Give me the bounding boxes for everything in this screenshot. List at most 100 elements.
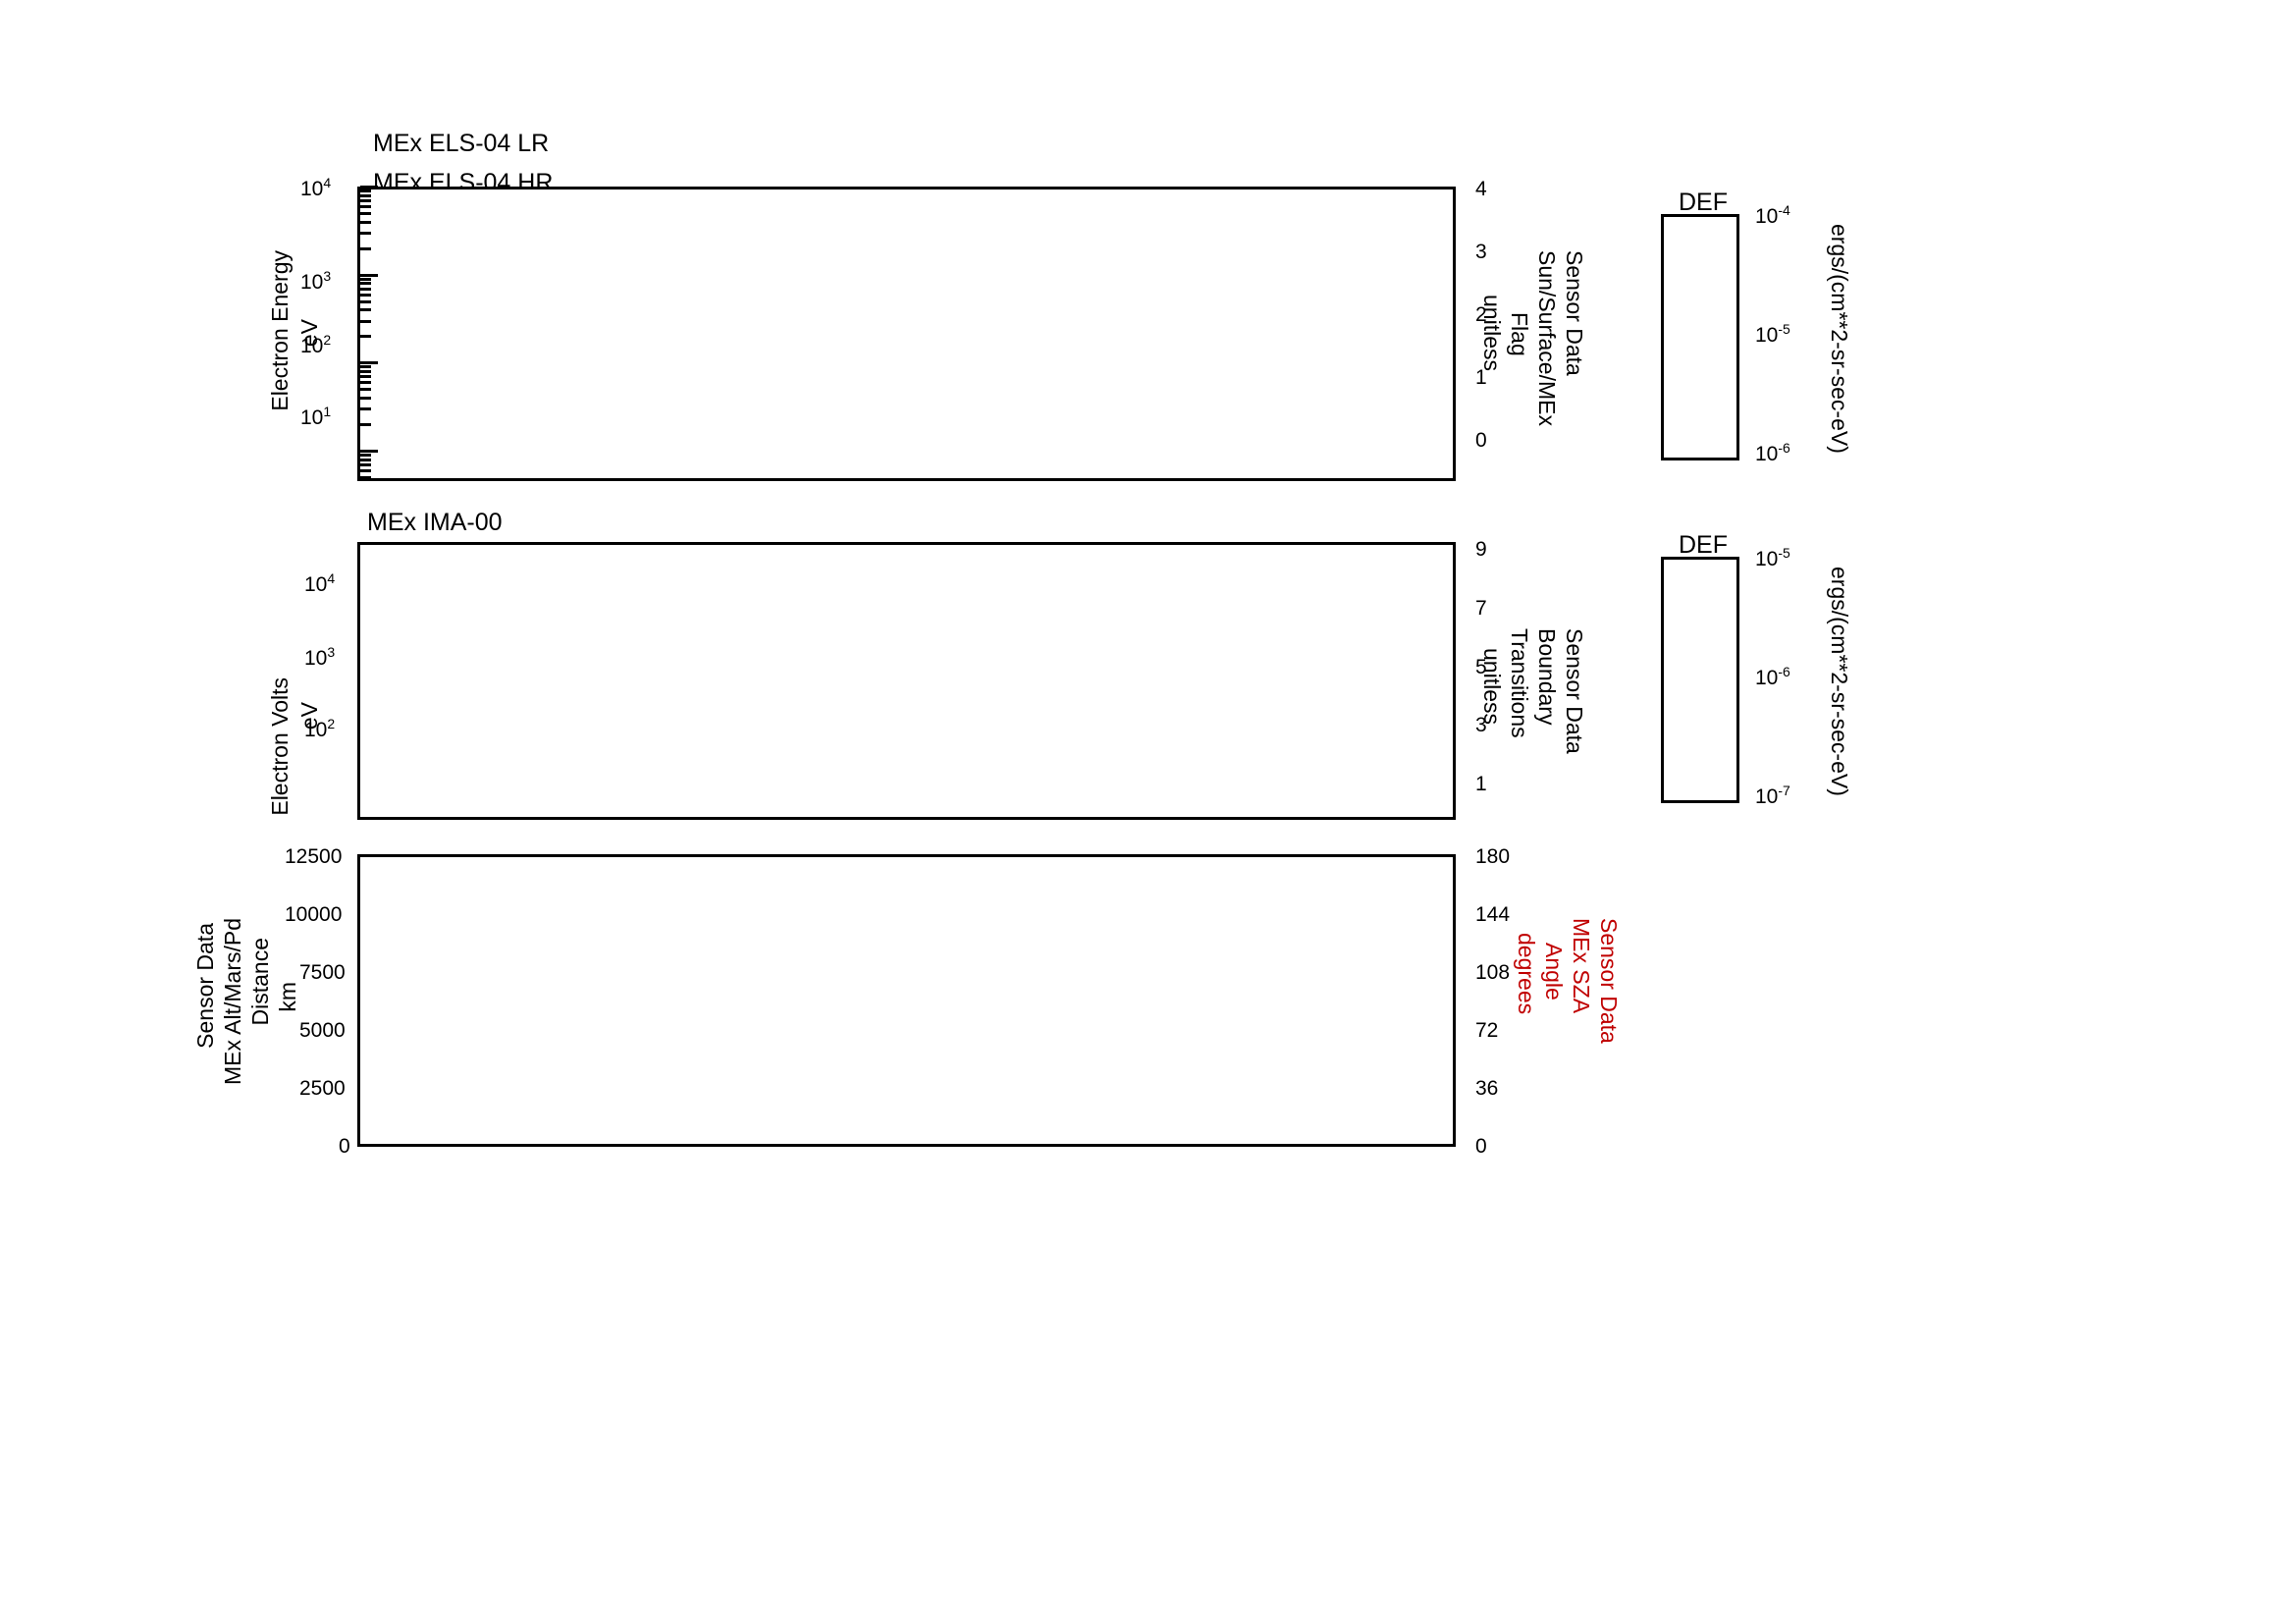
panel3-ytick-7500: 7500 [299,961,346,984]
axis-tick [360,308,371,311]
panel3-right-axis-label-line1: Sensor Data [1596,918,1622,1044]
panel3-rtick-108: 108 [1475,961,1511,984]
colorbar2-tickmarks [1736,557,1737,797]
colorbar2 [1661,557,1739,803]
colorbar1-units: ergs/(cm**2-sr-sec-eV) [1827,224,1852,454]
panel2-rtick-5: 5 [1475,656,1487,678]
colorbar2-tick-bot: 10-7 [1755,783,1790,808]
axis-tick [360,454,371,457]
panel1-plot-area[interactable] [357,187,1456,481]
panel2-rtick-7: 7 [1475,597,1487,620]
panel2-left-axis-label-line1: Electron Volts [267,677,293,816]
panel1-right-axis-label-line1: Sensor Data [1562,250,1587,376]
axis-tick [360,335,371,338]
panel2-title: MEx IMA-00 [367,509,503,536]
panel2-right-axis-label-line1: Sensor Data [1562,628,1587,754]
panel2-left-tickmarks [357,542,358,820]
panel3-ytick-0: 0 [339,1135,350,1158]
panel2-ytick-1e4: 104 [304,570,336,596]
axis-tick [360,407,371,410]
panel3-right-axis-label-line3: Angle [1541,943,1567,1001]
axis-tick [360,300,371,303]
panel3-ytick-2500: 2500 [299,1077,346,1100]
panel2-right-axis-label-line2: Boundary [1534,628,1560,726]
axis-tick [360,282,371,285]
panel1-title-lr: MEx ELS-04 LR [373,130,550,157]
colorbar1-tick-top: 10-4 [1755,202,1790,228]
colorbar2-units: ergs/(cm**2-sr-sec-eV) [1827,567,1852,796]
panel1-right-axis-label-line2: Sun/Surface/MEx [1534,250,1560,426]
axis-tick [360,278,371,281]
panel1-ytick-1e4: 104 [300,175,332,200]
panel1-top-tickmarks [357,187,1456,188]
panel3-left-axis-label-line2: MEx Alt/Mars/Pd [220,918,245,1085]
panel1-right-axis-label-line3: Flag [1507,312,1532,356]
panel1-bottom-tickmarks [357,481,1456,482]
axis-tick [360,205,371,208]
panel1-left-tickmarks [357,186,378,481]
panel2-rtick-3: 3 [1475,714,1487,736]
panel2-ytick-1e2: 102 [304,716,336,741]
panel3-rtick-180: 180 [1475,845,1511,868]
axis-tick [360,469,371,472]
axis-tick [360,370,371,373]
panel2-right-axis-label-line3: Transitions [1507,628,1532,738]
axis-tick [360,423,371,426]
panel1-right-axis-label-line4: unitless [1479,295,1505,371]
panel3-rtick-36: 36 [1475,1077,1499,1100]
axis-tick [360,375,371,378]
panel2-plot-area[interactable] [357,542,1456,820]
panel1-rtick-1: 1 [1475,366,1487,389]
axis-tick [360,459,371,461]
axis-tick [360,381,371,384]
axis-tick [360,221,371,224]
panel2-rtick-1: 1 [1475,773,1487,795]
panel1-left-axis-label-line1: Electron Energy [267,250,293,411]
panel2-ytick-1e3: 103 [304,644,336,670]
axis-tick [360,476,371,479]
panel3-right-axis-label-line2: MEx SZA [1569,918,1594,1014]
panel3-left-axis-label-line4: km [275,982,300,1012]
panel1-left-axis-label: Electron Energy [267,250,294,411]
panel3-ytick-5000: 5000 [299,1019,346,1042]
panel3-top-tickmarks [357,854,1456,855]
panel3-plot-area[interactable] [357,854,1456,1147]
axis-tick [360,361,378,364]
panel1-rtick-4: 4 [1475,178,1487,200]
axis-tick [360,294,371,297]
panel2-top-tickmarks [357,542,1456,543]
panel3-rtick-72: 72 [1475,1019,1499,1042]
axis-tick [360,388,371,391]
colorbar1 [1661,214,1739,460]
panel3-rtick-144: 144 [1475,903,1511,926]
panel2-bottom-tickmarks [357,820,1456,821]
panel3-left-tickmarks [357,854,358,1147]
colorbar1-tick-bot: 10-6 [1755,440,1790,465]
panel1-rtick-0: 0 [1475,429,1487,452]
panel3-right-tickmarks [1456,854,1457,1147]
axis-tick [360,232,371,235]
axis-tick [360,274,378,277]
axis-tick [360,199,371,202]
colorbar2-title: DEF [1679,531,1728,559]
panel1-ytick-1e2: 102 [300,332,332,357]
panel1-ytick-1e1: 101 [300,404,332,429]
panel2-left-axis-label: Electron Volts [267,677,294,816]
axis-tick [360,189,371,192]
panel3-right-axis-label-line4: degrees [1514,933,1539,1015]
colorbar1-title: DEF [1679,189,1728,216]
panel1-ytick-1e3: 103 [300,268,332,294]
colorbar1-tickmarks [1736,214,1737,455]
colorbar2-tick-mid: 10-6 [1755,664,1790,689]
panel2-right-tickmarks [1456,542,1457,820]
axis-tick [360,450,378,453]
panel3-ytick-12500: 12500 [285,845,343,868]
panel3-rtick-0: 0 [1475,1135,1487,1158]
panel1-rtick-3: 3 [1475,241,1487,263]
panel1-rtick-2: 2 [1475,303,1487,326]
panel3-left-axis-label-line3: Distance [247,938,273,1026]
panel3-bottom-tickmarks [357,1147,1456,1148]
colorbar1-tick-mid: 10-5 [1755,321,1790,347]
axis-tick [360,320,371,323]
panel1-right-tickmarks [1456,187,1457,481]
